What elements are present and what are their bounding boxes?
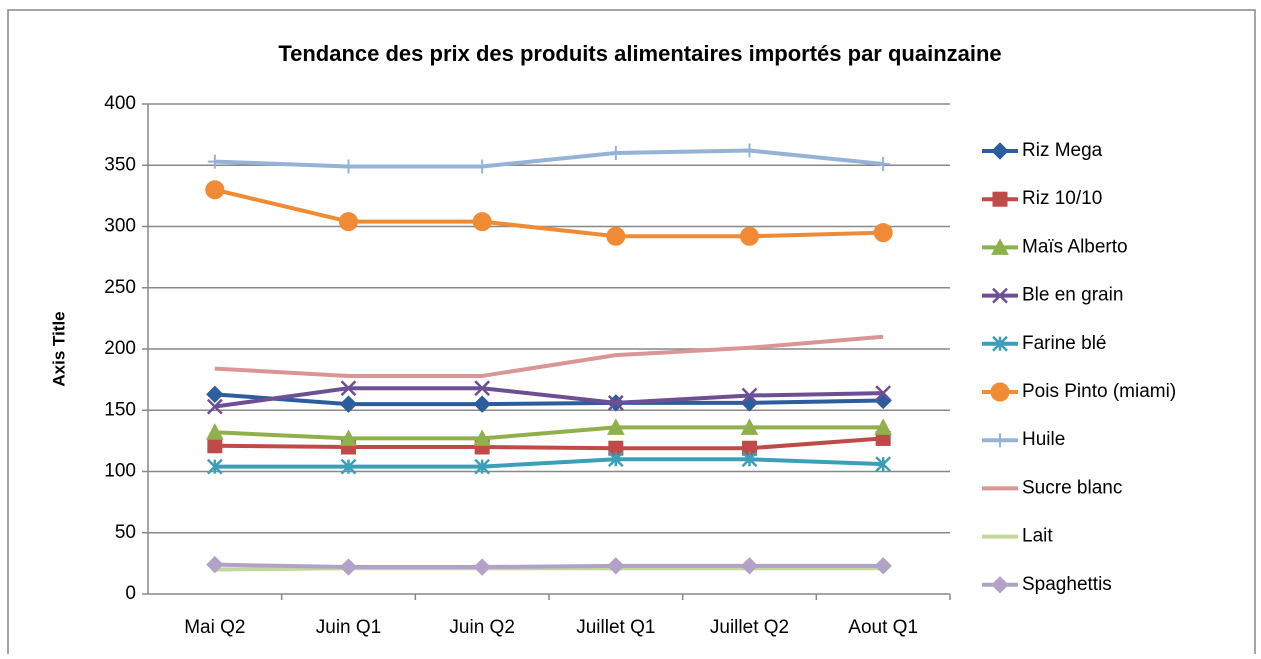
marker xyxy=(206,555,224,574)
marker xyxy=(992,191,1008,207)
marker xyxy=(742,143,757,158)
marker xyxy=(339,429,358,446)
y-tick-label: 250 xyxy=(104,277,136,298)
marker xyxy=(740,418,759,435)
marker xyxy=(206,385,224,404)
series-line xyxy=(214,425,884,441)
marker xyxy=(472,212,492,232)
x-tick-label: Juin Q1 xyxy=(316,617,381,638)
legend-label: Farine blé xyxy=(1022,333,1107,354)
y-tick-label: 200 xyxy=(104,338,136,359)
legend-label: Sucre blanc xyxy=(1022,477,1122,498)
marker xyxy=(992,287,1008,304)
marker xyxy=(874,557,892,575)
marker xyxy=(876,157,891,172)
marker xyxy=(473,558,491,576)
y-tick-label: 400 xyxy=(104,93,136,114)
marker xyxy=(991,238,1009,255)
series-line xyxy=(214,334,884,378)
marker xyxy=(874,418,893,435)
legend-label: Lait xyxy=(1022,526,1053,547)
marker xyxy=(340,458,357,475)
marker xyxy=(205,180,225,200)
series-line xyxy=(214,436,884,451)
marker xyxy=(205,423,224,440)
chart-title: Tendance des prix des produits alimentai… xyxy=(278,41,1001,66)
marker xyxy=(606,418,625,435)
marker xyxy=(608,146,623,160)
x-tick-label: Aout Q1 xyxy=(848,617,918,638)
legend-label: Riz 10/10 xyxy=(1022,188,1102,209)
marker xyxy=(607,451,624,468)
series-line xyxy=(214,148,884,169)
legend-label: Riz Mega xyxy=(1022,140,1103,161)
y-tick-label: 50 xyxy=(115,522,136,543)
marker xyxy=(207,438,223,454)
marker xyxy=(473,429,492,446)
marker xyxy=(339,558,358,576)
x-tick-label: Mai Q2 xyxy=(184,617,245,638)
marker xyxy=(991,576,1009,594)
y-tick-label: 350 xyxy=(104,154,136,175)
y-axis-title: Axis Title xyxy=(49,311,68,386)
y-tick-label: 0 xyxy=(125,583,136,604)
y-tick-label: 300 xyxy=(104,216,136,237)
series-line xyxy=(214,566,884,572)
y-tick-label: 150 xyxy=(104,399,136,420)
marker xyxy=(993,433,1007,448)
marker xyxy=(607,395,624,411)
series-line xyxy=(214,392,884,407)
marker xyxy=(341,159,356,174)
marker xyxy=(991,142,1009,160)
series-line xyxy=(214,562,884,570)
marker xyxy=(207,154,222,169)
marker xyxy=(740,557,759,575)
marker xyxy=(740,226,759,246)
marker xyxy=(992,335,1008,352)
marker xyxy=(206,398,223,415)
marker xyxy=(741,387,758,404)
marker xyxy=(607,557,625,575)
marker xyxy=(340,380,357,397)
marker xyxy=(474,458,491,475)
marker xyxy=(339,212,358,232)
marker xyxy=(606,226,626,246)
marker xyxy=(875,385,892,401)
x-tick-label: Juillet Q1 xyxy=(576,617,655,638)
marker xyxy=(990,382,1010,402)
y-tick-label: 100 xyxy=(104,461,136,482)
marker xyxy=(206,458,223,475)
marker xyxy=(339,395,358,413)
legend-label: Pois Pinto (miami) xyxy=(1022,381,1176,402)
legend-label: Ble en grain xyxy=(1022,285,1123,306)
marker xyxy=(741,451,758,468)
chart-border xyxy=(7,9,1256,654)
series-line xyxy=(214,457,884,469)
legend-label: Huile xyxy=(1022,429,1065,450)
series-line xyxy=(214,386,884,409)
x-tick-label: Juin Q2 xyxy=(449,617,514,638)
marker xyxy=(474,380,491,397)
series-line xyxy=(214,187,884,239)
marker xyxy=(475,159,490,174)
x-tick-label: Juillet Q2 xyxy=(710,617,789,638)
legend-label: Maïs Alberto xyxy=(1022,236,1128,257)
legend-label: Spaghettis xyxy=(1022,574,1112,595)
marker xyxy=(873,223,893,243)
marker xyxy=(473,395,491,413)
marker xyxy=(875,456,892,473)
